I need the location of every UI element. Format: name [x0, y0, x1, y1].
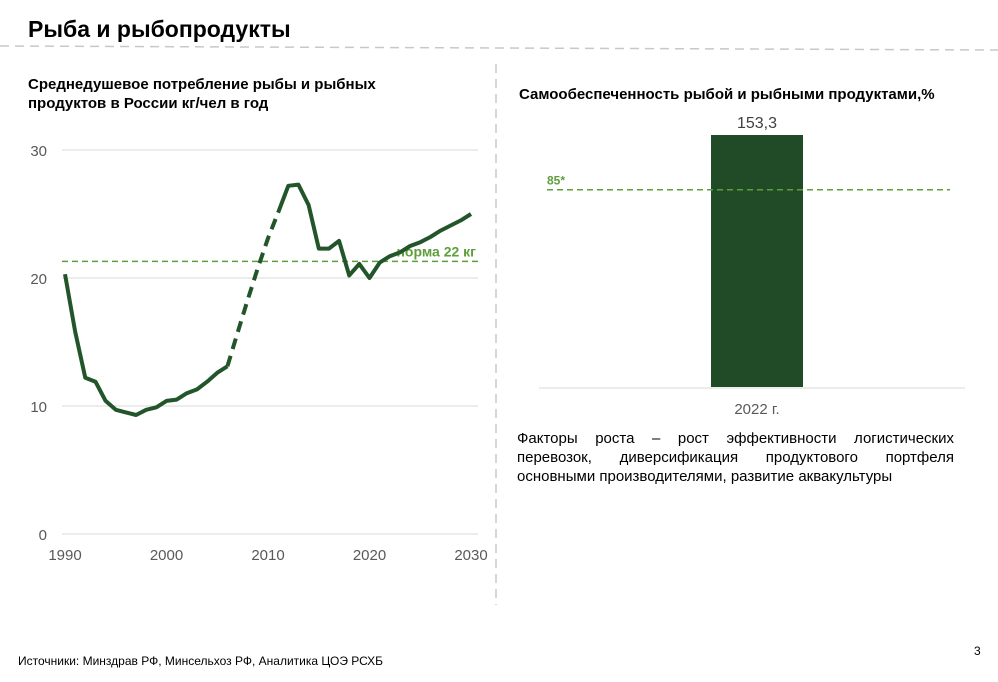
- page-number: 3: [974, 644, 981, 658]
- bar-0: [711, 135, 803, 387]
- y-tick-label: 30: [30, 143, 47, 160]
- x-tick-label: 2030: [454, 547, 487, 564]
- x-tick-label: 2010: [251, 547, 284, 564]
- sources-note: Источники: Минздрав РФ, Минсельхоз РФ, А…: [18, 654, 384, 668]
- x-tick-label: 1990: [48, 547, 81, 564]
- bar-value-label: 153,3: [737, 115, 777, 132]
- y-tick-label: 10: [30, 399, 47, 416]
- bar-category-label: 2022 г.: [734, 401, 779, 418]
- x-tick-label: 2000: [150, 547, 183, 564]
- page-title: Рыба и рыбопродукты: [28, 16, 291, 42]
- norm-reference-label: норма 22 кг: [396, 243, 476, 259]
- x-tick-label: 2020: [353, 547, 386, 564]
- consumption-series-solid-2: [276, 182, 473, 280]
- growth-factors-text: Факторы роста – рост эффективности логис…: [517, 430, 954, 485]
- self-sufficiency-norm-label: 85*: [547, 174, 565, 188]
- line-chart-title: Среднедушевое потребление рыбы и рыбных …: [28, 76, 376, 112]
- header-divider: [0, 45, 998, 51]
- y-tick-label: 0: [39, 527, 47, 544]
- bar-chart-title: Самообеспеченность рыбой и рыбными проду…: [519, 86, 935, 103]
- consumption-series-dashed-1: [225, 211, 280, 367]
- y-tick-label: 20: [30, 271, 47, 288]
- consumption-series-solid-0: [63, 273, 229, 417]
